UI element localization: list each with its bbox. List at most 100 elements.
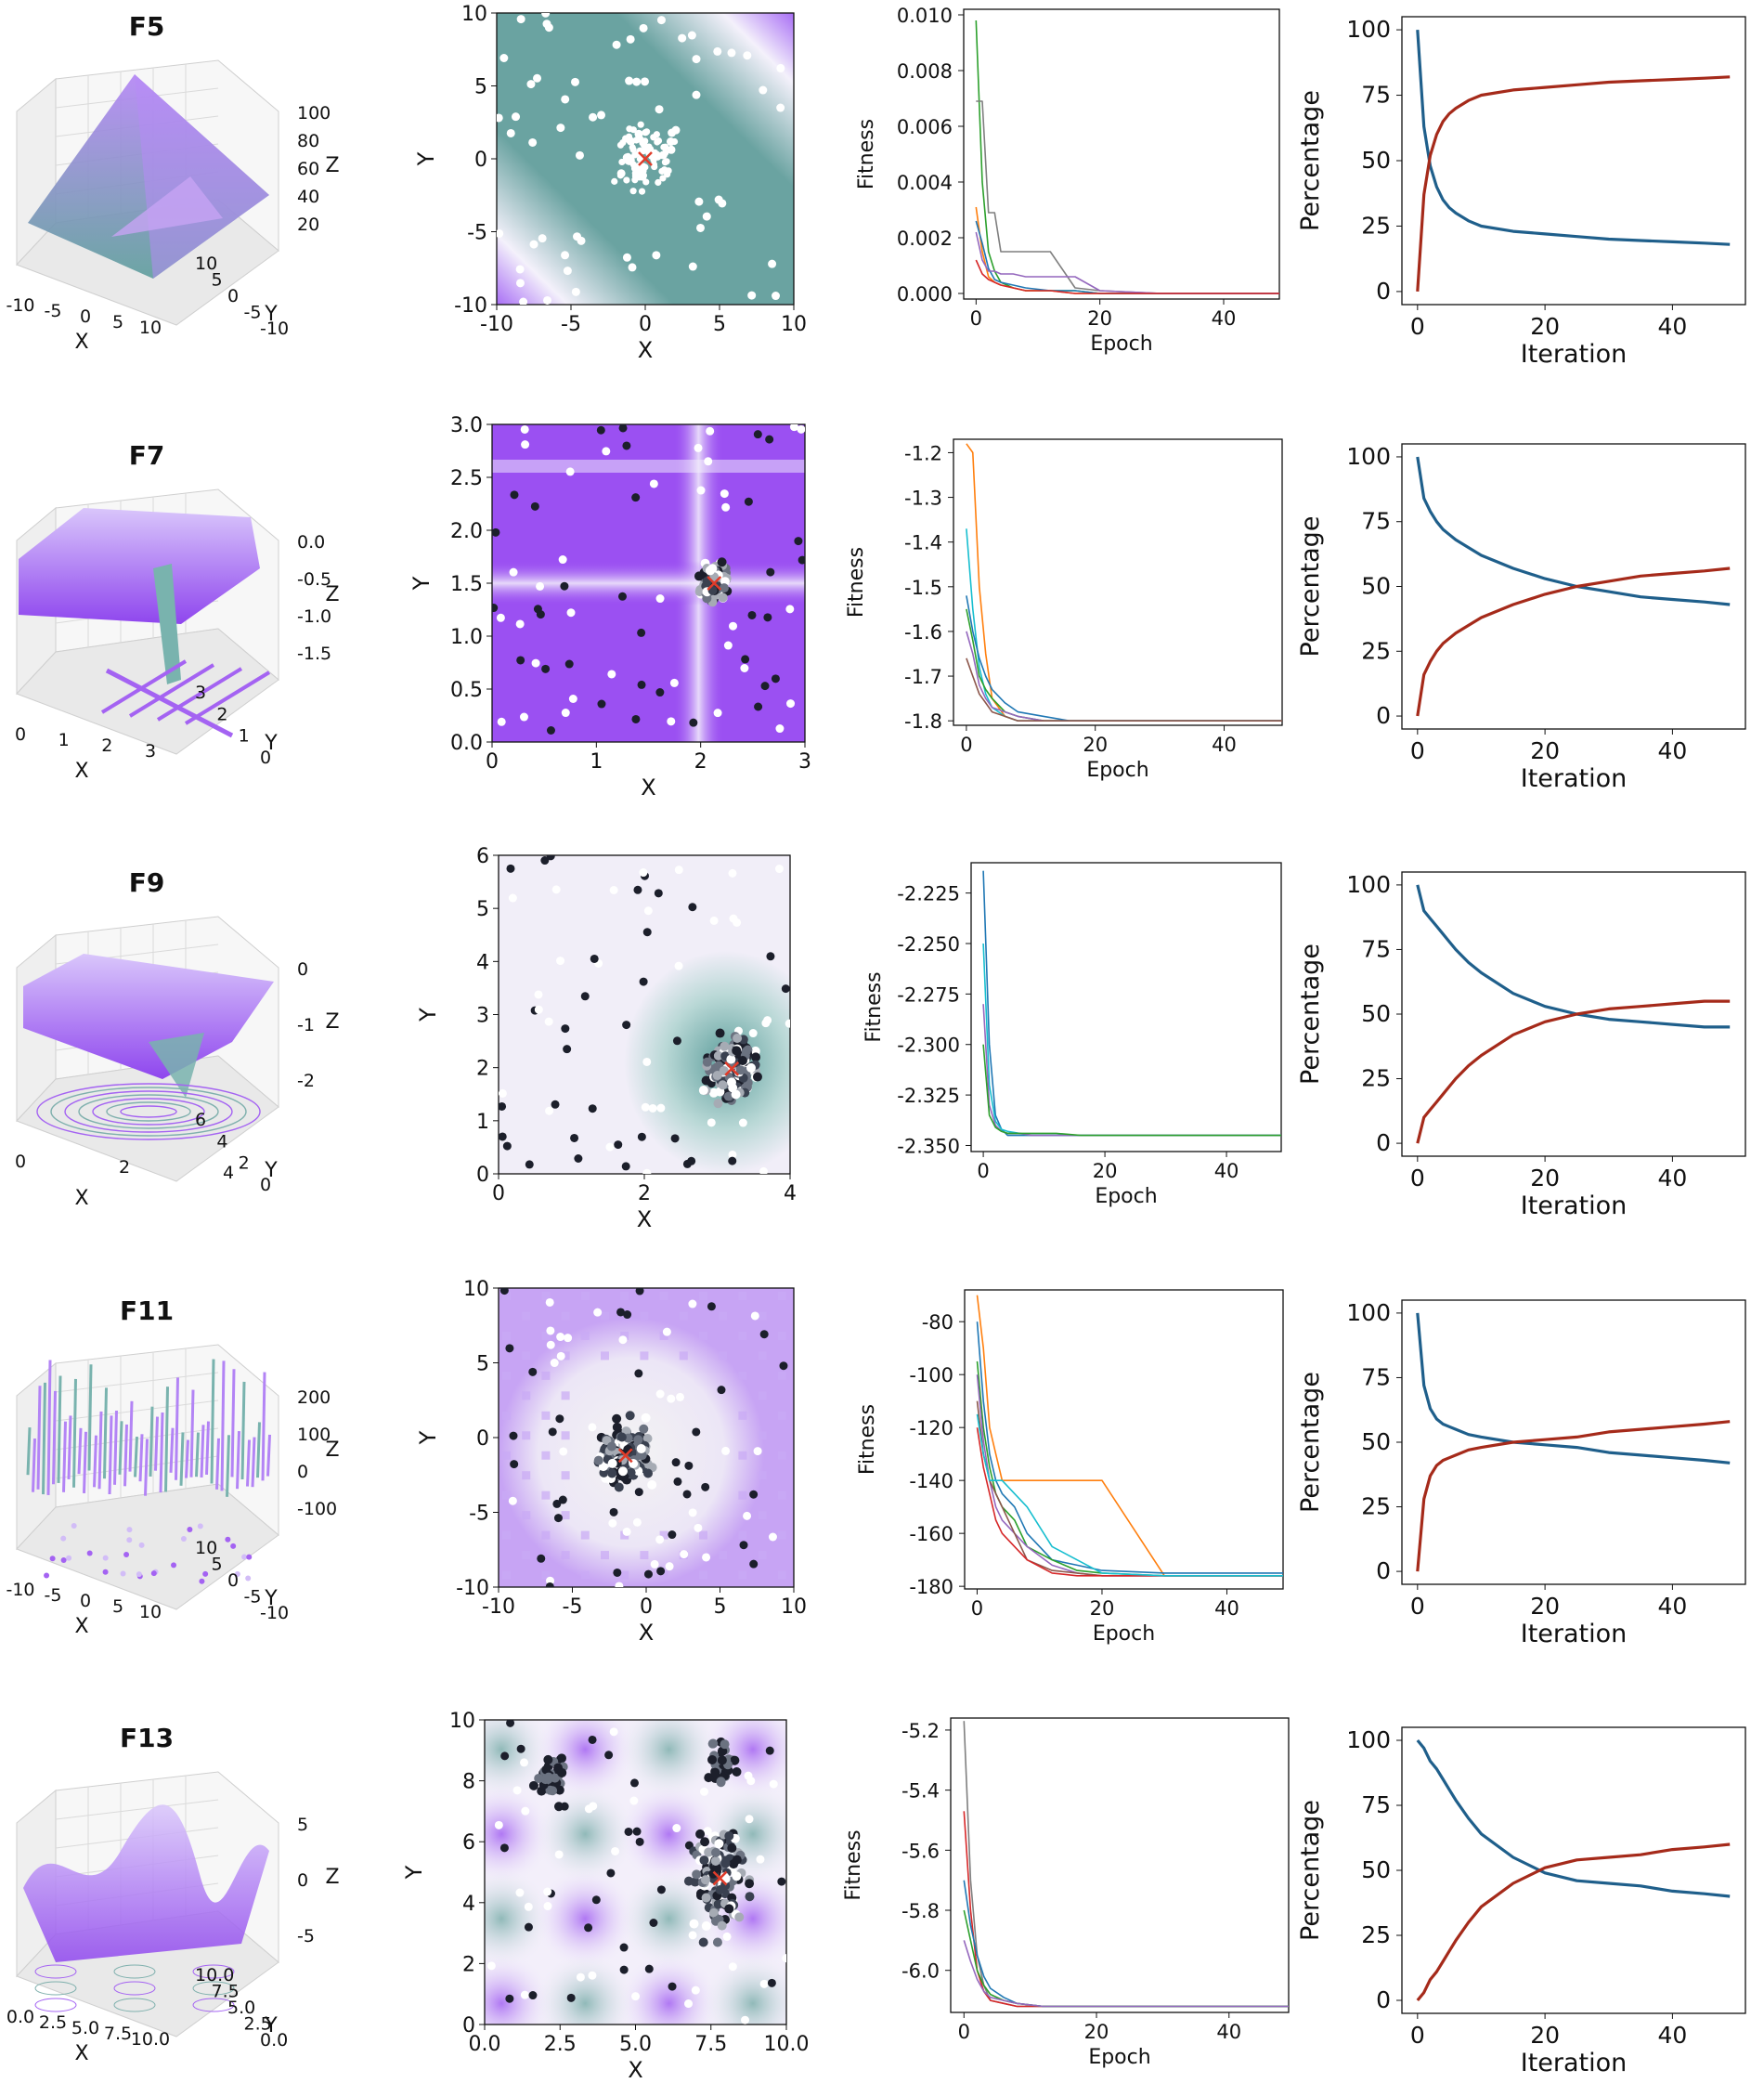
agent-point xyxy=(548,1786,558,1796)
agent-point xyxy=(606,1441,616,1452)
agent-point xyxy=(717,1386,726,1395)
agent-point xyxy=(662,1327,671,1336)
agent-point xyxy=(688,1299,697,1308)
agent-point xyxy=(631,176,639,184)
agent-point xyxy=(759,1979,769,1988)
agent-point xyxy=(759,1330,769,1339)
y-axis-label: Y xyxy=(409,576,435,591)
x-tick-label: 0 xyxy=(492,1182,505,1205)
agent-point xyxy=(724,1904,734,1914)
x-axis-label: Iteration xyxy=(1521,1620,1628,1648)
agent-point xyxy=(707,1754,718,1764)
agent-point xyxy=(633,1435,643,1445)
x-tick-label: 0 xyxy=(1410,313,1425,340)
y-tick-label: 10 xyxy=(195,254,217,274)
agent-point xyxy=(635,1837,644,1846)
agent-point xyxy=(545,1106,554,1115)
agent-point xyxy=(571,287,580,296)
agent-point xyxy=(702,212,711,221)
agent-point xyxy=(689,1919,699,1929)
agent-point xyxy=(639,1424,649,1434)
agent-point xyxy=(726,1077,736,1087)
agent-point xyxy=(702,1057,712,1067)
agent-point xyxy=(543,1754,553,1764)
agent-point xyxy=(665,1562,674,1571)
agent-point xyxy=(767,1978,776,1987)
agent-point xyxy=(556,1333,565,1342)
agent-point xyxy=(641,77,650,86)
x-tick-label: 0 xyxy=(80,306,91,327)
agent-point xyxy=(732,1855,742,1865)
agent-point xyxy=(687,1156,696,1165)
agent-point xyxy=(516,656,525,665)
y-tick-label: -120 xyxy=(909,1417,953,1439)
y-tick-label: 10 xyxy=(449,1710,475,1733)
agent-point xyxy=(502,1141,512,1151)
y-tick-label: 50 xyxy=(1361,1000,1391,1027)
agent-point xyxy=(713,1099,723,1109)
y-tick-label: 2 xyxy=(216,704,227,724)
agent-point xyxy=(727,1843,737,1854)
agent-point xyxy=(638,188,646,195)
y-tick-label: 75 xyxy=(1361,1791,1391,1818)
agent-point xyxy=(563,1045,572,1054)
agent-point xyxy=(720,489,729,499)
x-tick-label: 5.0 xyxy=(71,2018,99,2038)
y-tick-label: 100 xyxy=(1346,1726,1391,1753)
agent-point xyxy=(591,1895,601,1905)
agent-point xyxy=(655,1389,665,1399)
agent-point xyxy=(622,1021,631,1030)
agent-point xyxy=(776,63,785,72)
agent-point xyxy=(558,1495,567,1504)
agent-point xyxy=(541,13,551,18)
agent-point xyxy=(608,1518,617,1528)
agent-point xyxy=(509,567,518,577)
agent-point xyxy=(688,1931,697,1940)
agent-point xyxy=(560,581,569,591)
series-line-blue xyxy=(1416,1738,1731,1898)
y-tick-label: 0 xyxy=(1376,702,1391,729)
agent-point xyxy=(732,1871,742,1881)
y-tick-label: 8 xyxy=(462,1771,475,1794)
y-axis-label: Percentage xyxy=(1296,516,1325,657)
y-tick-label: 0 xyxy=(476,1427,489,1451)
y-tick-label: 2.5 xyxy=(244,2014,272,2035)
agent-point xyxy=(759,1166,768,1174)
agent-point xyxy=(786,699,796,709)
agent-point xyxy=(510,1460,519,1469)
agent-point xyxy=(558,555,567,565)
agent-point xyxy=(644,1964,654,1973)
row-title: F11 xyxy=(120,1295,174,1326)
y-tick-label: 1 xyxy=(239,726,250,747)
y-axis-label: Percentage xyxy=(1296,1372,1325,1513)
agent-point xyxy=(727,48,736,58)
z-tick-label: 20 xyxy=(297,215,319,235)
y-axis-label: Percentage xyxy=(1296,944,1325,1085)
y-tick-label: 50 xyxy=(1361,147,1391,174)
agent-point xyxy=(602,447,611,456)
x-tick-label: -10 xyxy=(6,1580,34,1600)
agent-point xyxy=(566,1993,576,2002)
x-tick-label: 2 xyxy=(101,736,112,756)
fitness-plot-f13: 0 20 40 -5.2 -5.4 -5.6 -5.8 -6.0 Epoch Fitness xyxy=(842,1717,1290,2069)
x-axis-label: X xyxy=(74,2042,88,2065)
z-tick-label: -1.0 xyxy=(297,606,331,627)
x-tick-label: 2.5 xyxy=(39,2012,67,2033)
y-tick-label: 0 xyxy=(227,1570,239,1591)
agent-point xyxy=(628,263,637,272)
agent-point xyxy=(622,1527,631,1536)
y-tick-label: 1 xyxy=(476,1111,489,1134)
agent-point xyxy=(520,1990,529,1999)
agent-point xyxy=(609,1727,618,1737)
x-tick-label: 0 xyxy=(1410,1593,1425,1620)
agent-point xyxy=(618,424,628,433)
agent-point xyxy=(688,262,697,271)
agent-point xyxy=(667,717,676,726)
agent-point xyxy=(671,125,681,135)
search-plot-f11: -10 -5 0 5 10 10 5 0 -5 -10 X Y xyxy=(415,1278,807,1646)
x-axis-label: Iteration xyxy=(1521,340,1628,369)
best-solution-marker xyxy=(707,576,722,591)
fitness-plot-f5: 0 20 40 0.010 0.008 0.006 0.004 0.002 0.000 Epoch… xyxy=(855,5,1280,356)
fitness-plot-f7: 0 20 40 -1.2 -1.3 -1.4 -1.5 -1.6 -1.7 -1.8 Epoch Fi… xyxy=(845,438,1283,782)
agent-point xyxy=(735,1065,746,1075)
